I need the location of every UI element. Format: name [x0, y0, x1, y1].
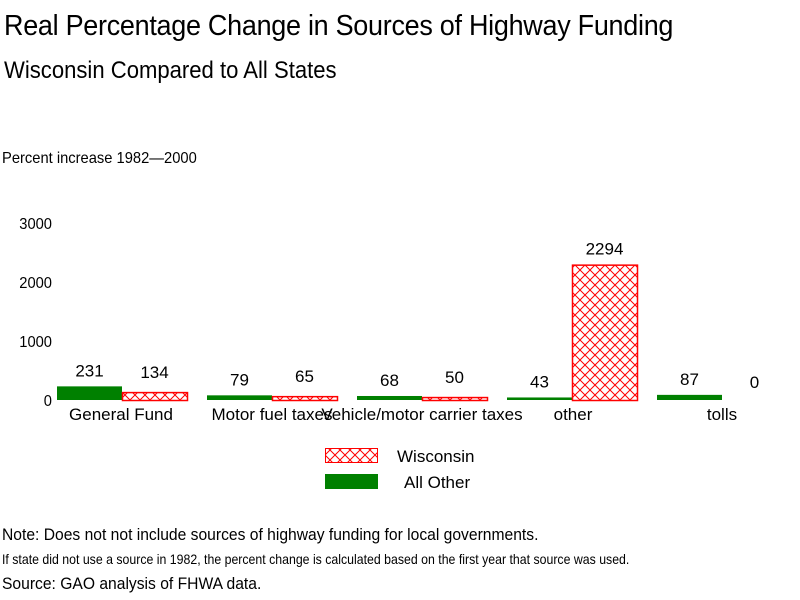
legend-swatch-wisconsin — [325, 448, 378, 463]
bar-all-other — [207, 395, 272, 400]
y-axis-label: Percent increase 1982—2000 — [2, 150, 197, 167]
legend: Wisconsin All Other — [325, 447, 474, 492]
data-label: 134 — [140, 363, 168, 382]
y-tick-label: 0 — [44, 392, 52, 410]
legend-label: Wisconsin — [397, 447, 474, 466]
x-tick-label: General Fund — [69, 405, 173, 424]
note-detail-text: If state did not use a source in 1982, t… — [2, 551, 630, 567]
bar-all-other — [357, 395, 422, 400]
bars: 231 134 79 65 68 50 43 2294 87 0 — [57, 240, 759, 402]
data-label: 50 — [445, 368, 464, 387]
x-axis-labels: General Fund Motor fuel taxesVehicle/moto… — [69, 405, 737, 424]
x-tick-label: Motor fuel taxes — [212, 405, 333, 424]
data-label: 68 — [380, 371, 399, 390]
y-tick-label: 1000 — [19, 333, 52, 351]
data-label: 0 — [750, 373, 759, 392]
y-tick-label: 3000 — [19, 215, 52, 233]
bar-wisconsin — [271, 395, 339, 402]
chart-title: Real Percentage Change in Sources of Hig… — [4, 10, 674, 42]
y-tick-label: 2000 — [19, 274, 52, 292]
bar-wisconsin — [421, 396, 489, 402]
data-label: 231 — [75, 361, 103, 380]
bar-all-other — [57, 386, 122, 400]
data-label: 43 — [530, 372, 549, 391]
bar-wisconsin — [571, 264, 639, 402]
note-text: Note: Does not not include sources of hi… — [2, 525, 539, 544]
data-label: 2294 — [586, 240, 624, 259]
legend-label: All Other — [404, 473, 470, 492]
data-label: 65 — [295, 367, 314, 386]
bar-all-other — [657, 394, 722, 400]
x-tick-label: Vehicle/motor carrier taxes — [321, 405, 522, 424]
data-label: 87 — [680, 370, 699, 389]
bar-all-other — [507, 397, 572, 400]
chart-subtitle: Wisconsin Compared to All States — [4, 57, 337, 84]
y-axis-ticks: 0 1000 2000 3000 — [19, 215, 52, 410]
bar-wisconsin — [121, 391, 189, 402]
data-label: 79 — [230, 370, 249, 389]
source-text: Source: GAO analysis of FHWA data. — [2, 574, 262, 593]
legend-swatch-all-other — [325, 474, 378, 489]
x-tick-label: tolls — [707, 405, 737, 424]
x-tick-label: other — [554, 405, 593, 424]
